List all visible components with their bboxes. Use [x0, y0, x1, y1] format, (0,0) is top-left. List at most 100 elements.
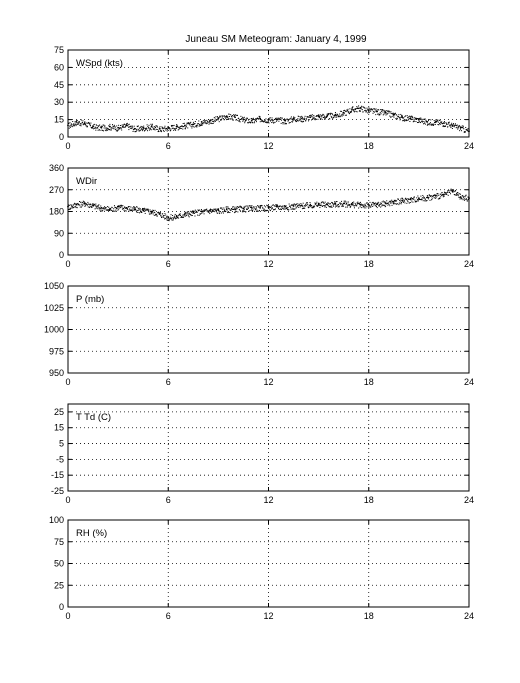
data-point	[440, 195, 442, 197]
data-point	[214, 118, 216, 120]
data-point	[459, 196, 462, 198]
data-point	[371, 204, 373, 206]
data-point	[398, 116, 400, 118]
data-point	[296, 203, 298, 205]
data-point	[350, 206, 352, 208]
data-point	[461, 125, 463, 127]
x-tick-label: 12	[263, 495, 273, 505]
data-point	[399, 117, 401, 119]
data-point	[160, 215, 162, 217]
data-point	[440, 122, 442, 124]
data-point	[223, 207, 225, 209]
data-point	[110, 127, 112, 129]
data-point	[407, 198, 409, 200]
data-point	[69, 208, 71, 210]
data-point	[329, 118, 331, 120]
data-point	[79, 204, 81, 206]
data-point	[86, 203, 88, 205]
data-point	[296, 206, 298, 208]
data-point	[252, 117, 254, 119]
data-point	[82, 202, 84, 204]
data-point	[374, 110, 376, 112]
data-point	[215, 210, 217, 212]
data-point	[303, 207, 305, 209]
data-point	[373, 204, 375, 206]
data-point	[442, 196, 444, 198]
data-point	[303, 205, 305, 207]
data-point	[192, 211, 195, 214]
data-point	[459, 198, 461, 200]
data-point	[454, 190, 456, 192]
y-tick-label: 50	[54, 559, 64, 569]
data-point	[281, 207, 283, 209]
data-point	[216, 119, 218, 121]
data-point	[301, 204, 303, 207]
data-point	[401, 199, 404, 202]
data-point	[384, 206, 386, 208]
data-point	[125, 210, 127, 212]
data-point	[213, 120, 215, 122]
data-point	[422, 118, 424, 120]
data-point	[300, 205, 302, 207]
data-point	[206, 123, 208, 125]
data-point	[168, 127, 170, 129]
data-point	[72, 125, 74, 127]
data-point	[468, 197, 470, 200]
data-point	[232, 206, 234, 208]
data-point	[331, 117, 333, 119]
data-point	[427, 198, 429, 200]
data-point	[108, 206, 110, 208]
data-point	[129, 209, 131, 211]
data-point	[158, 127, 160, 129]
data-point	[69, 125, 71, 127]
data-point	[250, 206, 253, 209]
data-point	[322, 114, 324, 116]
data-point	[465, 198, 467, 200]
data-point	[380, 202, 382, 204]
data-point	[428, 119, 430, 121]
data-point	[395, 200, 397, 202]
data-point	[261, 209, 263, 211]
data-point	[404, 120, 406, 122]
data-point	[389, 201, 391, 203]
data-point	[156, 213, 158, 215]
data-point	[363, 204, 365, 206]
data-point	[352, 203, 354, 205]
data-point	[151, 211, 153, 213]
data-point	[354, 109, 356, 111]
data-point	[396, 118, 398, 120]
data-point	[223, 208, 225, 210]
x-tick-label: 0	[65, 377, 70, 387]
data-point	[420, 199, 422, 200]
data-point	[298, 206, 300, 208]
data-point	[238, 117, 240, 119]
data-point	[296, 205, 298, 207]
x-tick-label: 24	[464, 611, 474, 621]
data-point	[381, 110, 383, 112]
data-point	[448, 121, 450, 123]
data-point	[121, 208, 123, 210]
data-point	[433, 120, 435, 122]
data-point	[184, 215, 186, 217]
data-point	[402, 198, 404, 200]
data-point	[252, 118, 254, 120]
data-point	[133, 209, 135, 211]
data-point	[372, 111, 374, 113]
data-point	[226, 210, 228, 212]
data-point	[83, 122, 86, 124]
data-point	[352, 106, 354, 108]
data-point	[265, 118, 267, 120]
data-point	[75, 121, 78, 123]
data-point	[359, 107, 362, 109]
data-point	[149, 128, 151, 130]
data-point	[323, 205, 325, 207]
data-point	[126, 123, 128, 125]
data-point	[113, 210, 115, 212]
data-point	[113, 128, 115, 130]
data-point	[151, 212, 153, 214]
data-point	[297, 205, 299, 207]
data-point	[356, 202, 358, 204]
data-point	[358, 207, 360, 209]
data-point	[176, 124, 178, 126]
data-point	[271, 207, 273, 209]
